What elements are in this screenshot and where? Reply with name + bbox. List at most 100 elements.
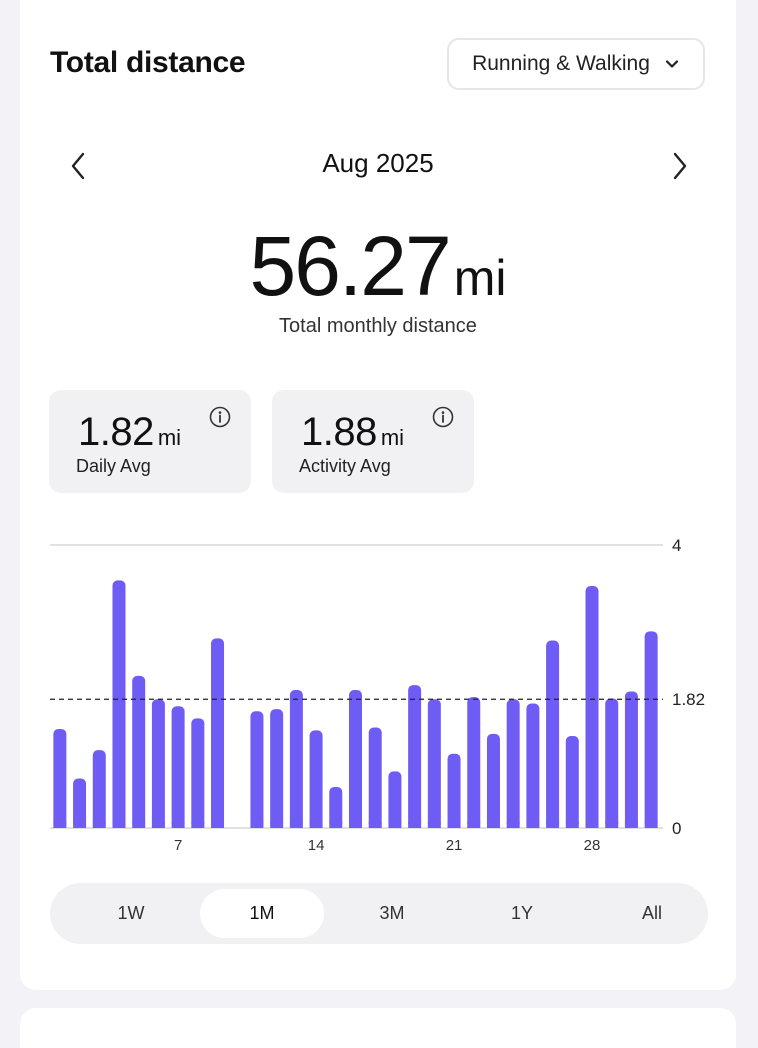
bar-day-4[interactable]	[112, 580, 126, 828]
bar-day-6[interactable]	[151, 699, 165, 828]
bar-day-14[interactable]	[309, 730, 323, 828]
next-period-button[interactable]	[662, 148, 698, 184]
daily-avg-unit: mi	[157, 425, 182, 450]
bar-base-day-28	[585, 822, 599, 828]
chevron-down-icon	[665, 60, 679, 68]
x-tick-label: 14	[308, 837, 325, 854]
bar-day-18[interactable]	[388, 771, 402, 828]
bar-day-13[interactable]	[289, 690, 303, 828]
range-tab-1y[interactable]: 1Y	[510, 903, 534, 923]
x-tick-label: 7	[174, 837, 182, 854]
bar-day-23[interactable]	[486, 733, 500, 828]
bar-base-day-16	[349, 822, 362, 828]
next-card	[20, 1008, 736, 1048]
bar-base-day-22	[467, 822, 481, 828]
bar-base-day-7	[171, 822, 185, 828]
bar-base-day-2	[73, 822, 87, 828]
bar-base-day-9	[211, 822, 225, 828]
period-label: Aug 2025	[322, 148, 434, 178]
activity-avg-tile: 1.88 mi Activity Avg	[272, 390, 474, 493]
total-distance-caption: Total monthly distance	[279, 315, 477, 337]
bar-base-day-19	[408, 822, 422, 828]
bar-base-day-6	[151, 822, 165, 828]
bar-day-9[interactable]	[211, 638, 225, 828]
info-icon[interactable]	[209, 406, 231, 428]
bar-day-25[interactable]	[526, 703, 540, 828]
activity-avg-label: Activity Avg	[299, 456, 391, 476]
bar-base-day-18	[388, 822, 402, 828]
daily-avg-tile: 1.82 mi Daily Avg	[49, 390, 251, 493]
period-navigator: Aug 2025	[20, 140, 736, 190]
total-distance-value: 56.27mi	[20, 218, 736, 315]
bar-day-2[interactable]	[73, 778, 87, 828]
bar-day-22[interactable]	[467, 697, 481, 828]
bar-day-24[interactable]	[506, 699, 520, 828]
y-tick-label: 1.82	[672, 690, 705, 709]
total-distance-number: 56.27	[249, 219, 452, 313]
bar-day-1[interactable]	[53, 728, 67, 828]
total-distance-unit: mi	[453, 250, 507, 306]
bar-base-day-17	[368, 822, 382, 828]
bar-day-27[interactable]	[565, 736, 579, 828]
card-title: Total distance	[50, 46, 246, 79]
distance-card: Total distance Running & Walking Aug 202…	[20, 0, 736, 990]
info-icon[interactable]	[432, 406, 454, 428]
bar-day-5[interactable]	[132, 675, 146, 828]
distance-bar-chart: 4 1.82 0 7 14 21 28	[50, 536, 705, 854]
bar-day-28[interactable]	[585, 586, 599, 828]
bar-base-day-8	[191, 822, 205, 828]
bar-base-day-3	[92, 822, 106, 828]
bar-base-day-25	[526, 822, 540, 828]
bar-day-3[interactable]	[92, 750, 106, 828]
bar-base-day-29	[605, 822, 619, 828]
bar-day-17[interactable]	[368, 727, 382, 828]
y-tick-label: 4	[672, 536, 681, 555]
range-tab-1w[interactable]: 1W	[117, 903, 145, 923]
bar-base-day-30	[624, 822, 638, 828]
activity-avg-unit: mi	[380, 425, 405, 450]
previous-period-button[interactable]	[60, 148, 96, 184]
bar-day-29[interactable]	[605, 698, 619, 828]
bar-base-day-26	[546, 822, 560, 828]
bar-day-31[interactable]	[644, 631, 658, 828]
bar-base-day-15	[329, 822, 343, 828]
bar-day-8[interactable]	[191, 718, 205, 828]
daily-avg-value: 1.82	[78, 410, 154, 454]
bar-day-30[interactable]	[624, 691, 638, 828]
bar-day-26[interactable]	[546, 640, 560, 828]
bar-base-day-11	[250, 822, 264, 828]
activity-filter-dropdown[interactable]: Running & Walking	[447, 38, 705, 90]
bar-base-day-20	[427, 822, 441, 828]
bar-base-day-1	[53, 822, 67, 828]
range-tab-1m[interactable]: 1M	[200, 889, 324, 938]
bar-base-day-4	[112, 822, 126, 828]
bar-day-20[interactable]	[427, 699, 441, 828]
chevron-left-icon	[71, 152, 85, 180]
bar-day-7[interactable]	[171, 706, 185, 828]
daily-avg-label: Daily Avg	[76, 456, 151, 476]
x-tick-label: 28	[584, 837, 601, 854]
range-segmented-control: 1W 1M 3M 1Y All	[50, 883, 708, 944]
range-tab-all[interactable]: All	[641, 903, 662, 923]
bar-base-day-12	[270, 822, 284, 828]
y-tick-label: 0	[672, 819, 681, 838]
bar-base-day-31	[644, 822, 658, 828]
bar-base-day-21	[447, 822, 461, 828]
bar-day-16[interactable]	[349, 690, 362, 828]
bar-base-day-27	[565, 822, 579, 828]
x-tick-label: 21	[446, 837, 463, 854]
bar-base-day-14	[309, 822, 323, 828]
activity-avg-value: 1.88	[301, 410, 377, 454]
bar-base-day-23	[486, 822, 500, 828]
chevron-right-icon	[673, 152, 687, 180]
bar-base-day-24	[506, 822, 520, 828]
bar-base-day-13	[289, 822, 303, 828]
bar-base-day-5	[132, 822, 146, 828]
bar-day-15[interactable]	[329, 786, 343, 828]
bar-day-19[interactable]	[408, 685, 422, 828]
range-tab-3m[interactable]: 3M	[379, 903, 405, 923]
activity-filter-label: Running & Walking	[472, 52, 650, 75]
bar-day-12[interactable]	[270, 709, 284, 828]
bar-day-21[interactable]	[447, 753, 461, 828]
bar-day-11[interactable]	[250, 711, 264, 828]
